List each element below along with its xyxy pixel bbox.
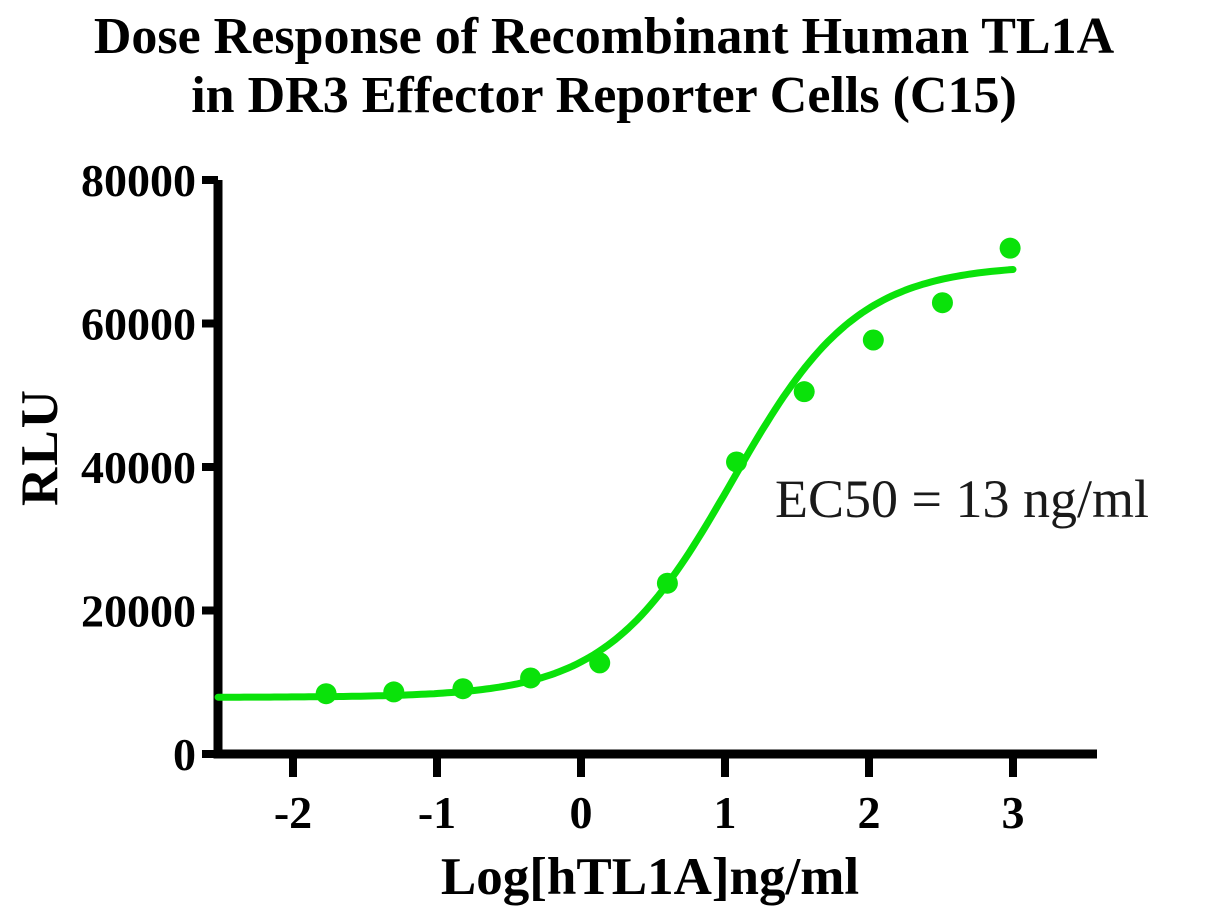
data-point [656,572,678,594]
fit-curve [214,266,1017,701]
data-point [862,329,884,351]
x-tick-label: 2 [858,787,881,838]
data-point [726,451,748,473]
x-tick-label: 1 [714,787,737,838]
x-tick-label: 0 [570,787,593,838]
x-tick-label: 3 [1002,787,1025,838]
plot-area: 0 20000 40000 60000 80000 -2 -1 0 1 2 3 [81,155,1097,838]
data-point [383,681,405,703]
y-tick-label: 20000 [81,586,196,637]
y-axis-label: RLU [11,388,69,506]
chart-title-line2: in DR3 Effector Reporter Cells (C15) [191,67,1017,124]
data-point [931,292,953,314]
y-tick-label: 40000 [81,442,196,493]
data-point [452,678,474,700]
data-point [589,652,611,674]
data-point [793,381,815,403]
y-tick-label: 0 [173,729,196,780]
data-point [520,667,542,689]
data-point [315,683,337,705]
x-axis-label: Log[hTL1A]ng/ml [441,848,859,906]
y-tick-label: 60000 [81,299,196,350]
chart-title-line1: Dose Response of Recombinant Human TL1A [94,8,1115,65]
ec50-annotation: EC50 = 13 ng/ml [775,469,1149,529]
data-point [999,237,1021,259]
y-tick-label: 80000 [81,155,196,206]
x-tick-label: -2 [274,787,312,838]
x-tick-label: -1 [418,787,456,838]
